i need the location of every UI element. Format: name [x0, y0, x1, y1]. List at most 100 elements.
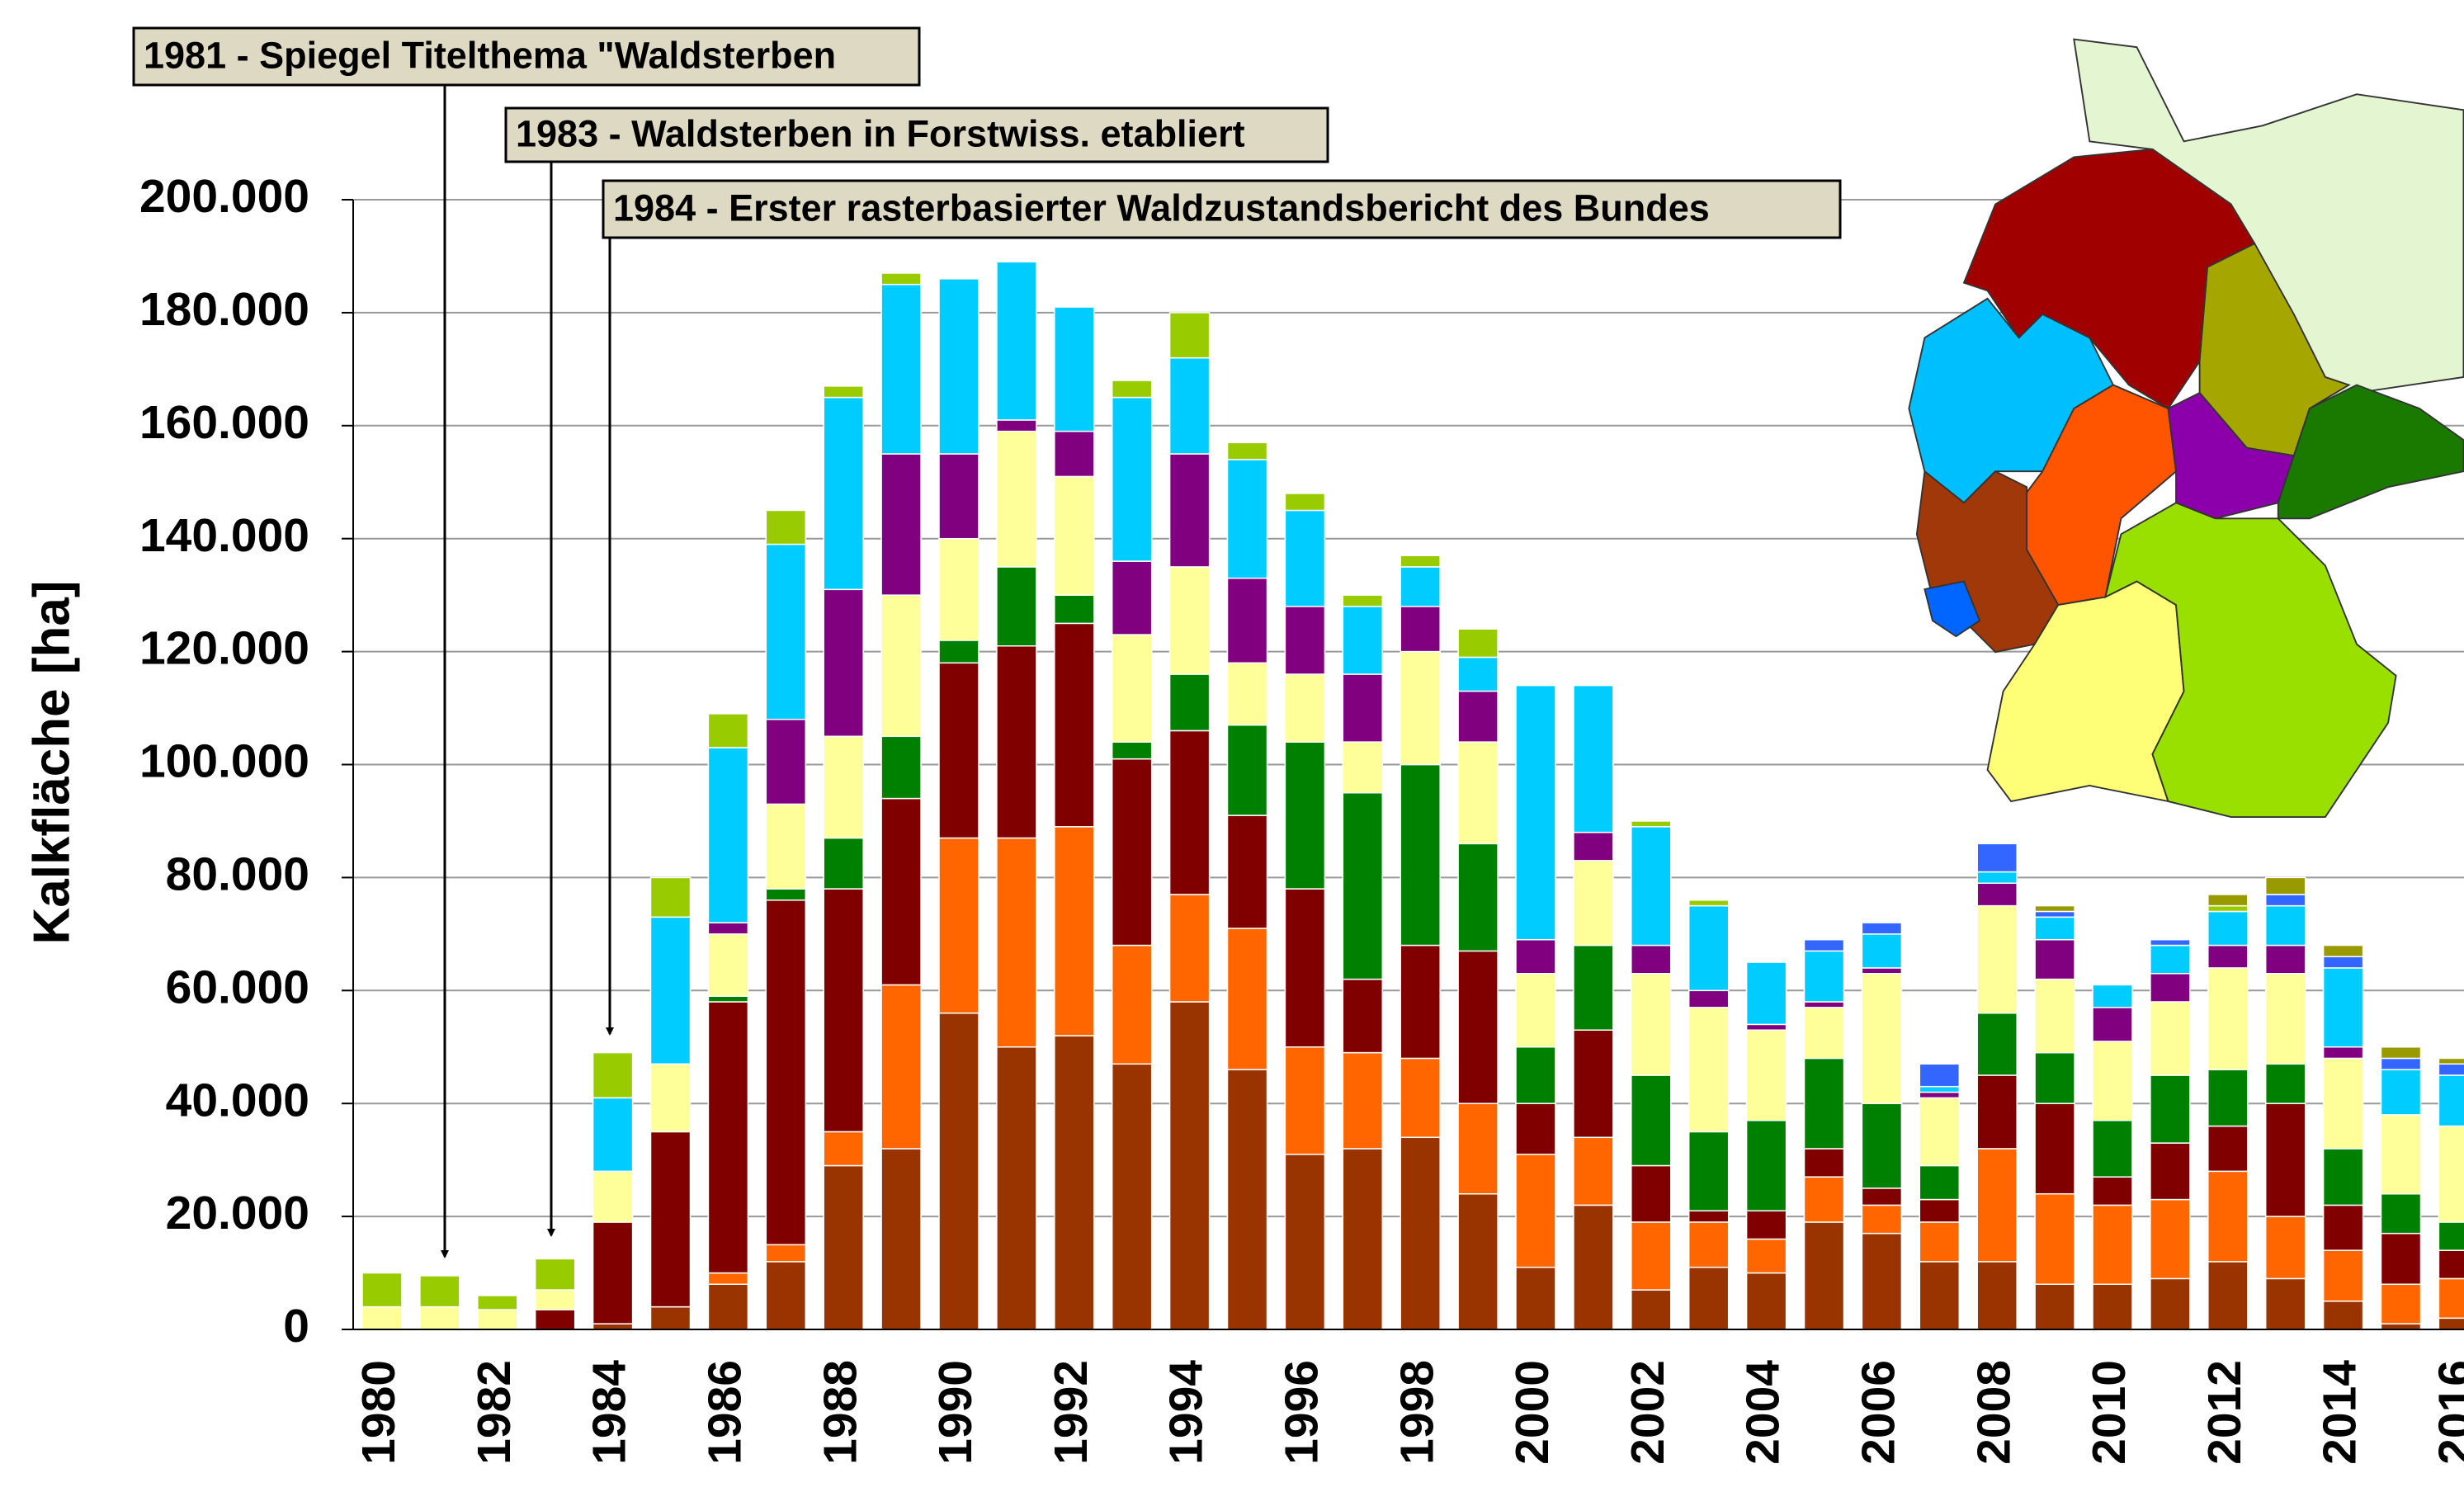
bar-segment — [880, 1148, 922, 1330]
bar-segment — [1976, 1261, 2018, 1330]
bar-segment — [1457, 690, 1499, 743]
y-tick-label: 160.000 — [139, 396, 309, 449]
bar-segment — [2207, 1069, 2249, 1127]
bar-segment — [1111, 1063, 1153, 1330]
bar-segment — [2322, 1249, 2364, 1302]
bar-segment — [2380, 1057, 2422, 1070]
bar-segment — [1631, 973, 1672, 1076]
bar-segment — [1054, 430, 1095, 478]
bar-segment — [1515, 1266, 1556, 1330]
bar-segment — [1168, 894, 1211, 1003]
bar-segment — [2207, 904, 2249, 913]
bar-segment — [1861, 973, 1903, 1104]
bar-segment — [1745, 1119, 1787, 1212]
bar-segment — [1631, 944, 1672, 975]
bar-segment — [1745, 1023, 1787, 1031]
bar-segment — [707, 933, 749, 997]
bar-segment — [1861, 1232, 1903, 1330]
bar-segment — [1226, 459, 1268, 579]
bar-segment — [1111, 634, 1153, 743]
bar-segment — [1342, 741, 1384, 794]
bar-segment — [707, 713, 749, 748]
bar-segment — [1803, 1176, 1845, 1223]
annotation-text: 1983 - Waldsterben in Forstwiss. etablie… — [516, 112, 1245, 154]
bar-segment — [2034, 916, 2075, 941]
bar-segment — [1573, 1136, 1614, 1206]
x-tick-label: 2006 — [1852, 1360, 1905, 1465]
bar-segment — [2207, 894, 2249, 907]
bar-segment — [823, 837, 864, 890]
y-tick-label: 120.000 — [139, 622, 309, 675]
bar-segment — [2380, 1192, 2422, 1235]
bar-segment — [1803, 1001, 1845, 1008]
bar-segment — [649, 1306, 692, 1330]
bar-segment — [1054, 1035, 1095, 1330]
bar-segment — [938, 453, 979, 540]
bar-segment — [1284, 493, 1326, 512]
bar-segment — [1342, 1051, 1384, 1150]
bar-segment — [2092, 1041, 2133, 1121]
bar-segment — [880, 984, 922, 1150]
bar-segment — [649, 1063, 692, 1133]
bar-segment — [1573, 684, 1614, 833]
bar-segment — [1976, 882, 2018, 907]
bar-segment — [1226, 1069, 1268, 1330]
bar-segment — [1573, 1029, 1614, 1139]
bar-segment — [1342, 791, 1384, 980]
bar-segment — [1226, 724, 1268, 816]
x-tick-label: 1992 — [1045, 1360, 1097, 1465]
bar-segment — [1226, 814, 1268, 929]
x-tick-label: 1994 — [1160, 1360, 1213, 1465]
bar-segment — [1111, 380, 1153, 399]
bar-segment — [1226, 441, 1268, 460]
bar-segment — [1688, 989, 1730, 1008]
bar-segment — [2438, 1277, 2464, 1320]
bar-segment — [2264, 973, 2306, 1065]
bar-segment — [1457, 628, 1499, 659]
bar-segment — [2380, 1232, 2422, 1285]
bar-segment — [2150, 973, 2191, 1003]
bar-segment — [1861, 922, 1903, 935]
bar-segment — [765, 509, 807, 545]
bar-segment — [1457, 950, 1499, 1104]
bar-segment — [1457, 1192, 1499, 1330]
bar-segment — [1573, 860, 1614, 947]
bar-segment — [996, 430, 1037, 568]
bar-segment — [707, 1283, 749, 1330]
bar-segment — [2264, 894, 2306, 907]
plot-area: 0 20.000 40.000 60.000 80.000 100.000 120.000 1… — [139, 170, 2464, 1465]
bar-segment — [1919, 1198, 1961, 1223]
annotation-box — [504, 106, 1329, 163]
bar-segment — [2438, 1221, 2464, 1251]
bar-segment — [2322, 1057, 2364, 1150]
bar-segment — [2438, 1249, 2464, 1280]
x-tick-label: 1996 — [1275, 1360, 1328, 1465]
bar-segment — [2207, 910, 2249, 947]
bar-segment — [823, 588, 864, 738]
bar-segment — [1400, 606, 1441, 653]
bar-segment — [1111, 396, 1153, 562]
bar-segment — [938, 537, 979, 641]
bar-segment — [2150, 1074, 2191, 1144]
annotation-box — [602, 179, 1842, 239]
bar-segment — [823, 1131, 864, 1167]
bar-segment — [1284, 741, 1326, 890]
bar-segment — [1168, 729, 1211, 895]
bar-segment — [419, 1275, 460, 1308]
bar-segment — [2034, 1102, 2075, 1195]
bar-segment — [823, 396, 864, 591]
bar-segment — [996, 419, 1037, 432]
bar-segment — [2034, 1283, 2075, 1330]
bar-segment — [1688, 904, 1730, 992]
bar-segment — [1284, 673, 1326, 743]
bar-segment — [1284, 1046, 1326, 1155]
bar-segment — [2092, 1119, 2133, 1178]
x-tick-label: 1998 — [1390, 1360, 1443, 1465]
bar-segment — [1342, 606, 1384, 675]
bar-segment — [1111, 758, 1153, 947]
bar-segment — [2207, 967, 2249, 1070]
bar-segment — [880, 272, 922, 286]
bar-segment — [1054, 306, 1095, 432]
